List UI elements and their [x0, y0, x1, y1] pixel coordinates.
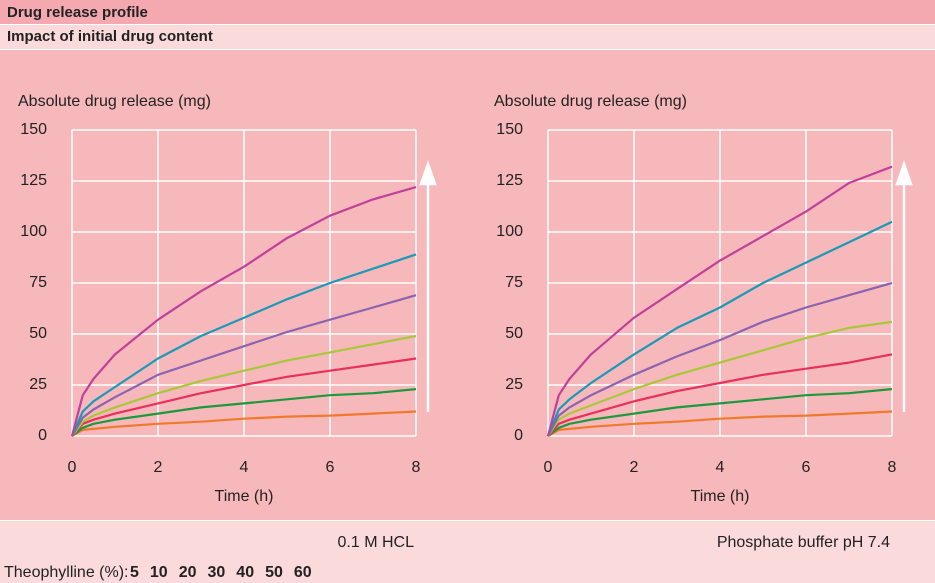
y-tick-label: 150: [20, 121, 47, 138]
x-tick-label: 8: [888, 459, 897, 476]
series-line: [70, 186, 417, 437]
legend-entry: 40: [236, 564, 254, 581]
footer-bar: [0, 521, 935, 583]
legend-entry: 50: [265, 564, 283, 581]
y-tick-label: 75: [505, 274, 523, 291]
y-tick-label: 25: [29, 376, 47, 393]
x-tick-label: 4: [240, 459, 249, 476]
arrow: [419, 160, 437, 412]
y-tick-label: 0: [514, 427, 523, 444]
legend-entry: 20: [179, 564, 197, 581]
series-line: [71, 388, 417, 437]
y-axis-label: Absolute drug release (mg): [18, 93, 211, 110]
x-tick-label: 8: [412, 459, 421, 476]
x-tick-label: 2: [154, 459, 163, 476]
x-tick-label: 0: [68, 459, 77, 476]
panel-caption: 0.1 M HCL: [338, 534, 415, 551]
x-axis-label: Time (h): [215, 488, 274, 505]
legend-entry: 5: [130, 564, 139, 581]
y-tick-label: 125: [496, 172, 523, 189]
page-title: Drug release profile: [7, 4, 148, 21]
plot-background: [0, 50, 935, 520]
series-line: [547, 281, 893, 437]
legend-entry: 10: [150, 564, 168, 581]
series-line: [546, 165, 893, 437]
y-tick-label: 0: [38, 427, 47, 444]
y-tick-label: 125: [20, 172, 47, 189]
legend-label: Theophylline (%):: [4, 564, 129, 581]
x-axis-label: Time (h): [691, 488, 750, 505]
header-bar: [0, 0, 935, 24]
legend-entry: 30: [208, 564, 226, 581]
series-line: [71, 357, 417, 437]
series-line: [547, 320, 893, 437]
y-axis-label: Absolute drug release (mg): [494, 93, 687, 110]
y-tick-label: 75: [29, 274, 47, 291]
y-tick-label: 150: [496, 121, 523, 138]
series-line: [71, 334, 417, 437]
series-line: [71, 410, 417, 437]
x-tick-label: 4: [716, 459, 725, 476]
legend-entry: 60: [294, 564, 312, 581]
y-tick-label: 100: [496, 223, 523, 240]
y-tick-label: 50: [29, 325, 47, 342]
x-tick-label: 0: [544, 459, 553, 476]
y-tick-label: 50: [505, 325, 523, 342]
series-line: [547, 410, 893, 437]
page-subtitle: Impact of initial drug content: [7, 28, 213, 45]
series-line: [547, 388, 893, 437]
x-tick-label: 6: [326, 459, 335, 476]
x-tick-label: 2: [630, 459, 639, 476]
y-tick-label: 100: [20, 223, 47, 240]
x-tick-label: 6: [802, 459, 811, 476]
series-line: [546, 220, 893, 437]
series-line: [547, 353, 893, 437]
y-tick-label: 25: [505, 376, 523, 393]
subtitle-bar: [0, 25, 935, 49]
series-line: [70, 253, 417, 437]
arrow: [895, 160, 913, 412]
series-line: [71, 294, 417, 437]
panel-caption: Phosphate buffer pH 7.4: [717, 534, 890, 551]
